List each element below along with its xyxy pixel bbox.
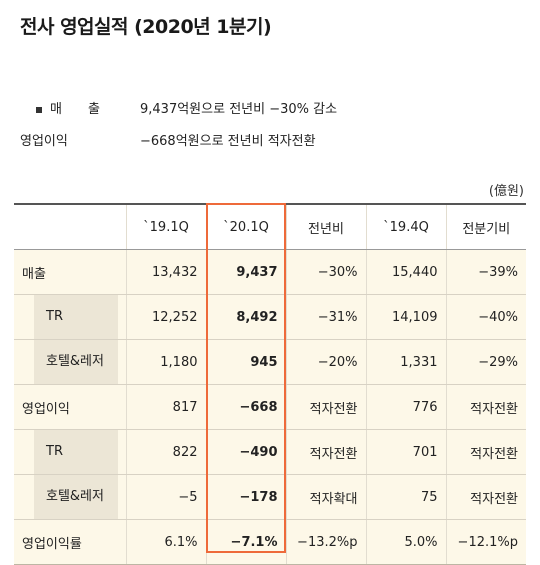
cell: −668 [206, 384, 287, 430]
cell: 822 [126, 429, 207, 475]
cell: 8,492 [206, 294, 287, 340]
row-label: TR [14, 429, 127, 475]
cell: 701 [366, 429, 447, 475]
row-label: 호텔&레저 [14, 474, 127, 520]
cell: 1,180 [126, 339, 207, 385]
cell: 적자전환 [446, 429, 526, 475]
cell: −7.1% [206, 519, 287, 565]
cell: 1,331 [366, 339, 447, 385]
cell: 13,432 [126, 249, 207, 295]
table-row: 영업이익률 6.1% −7.1% −13.2%p 5.0% −12.1%p [14, 519, 526, 565]
page-title: 전사 영업실적 (2020년 1분기) [20, 16, 272, 38]
cell: −5 [126, 474, 207, 520]
header-empty [14, 203, 127, 250]
row-label: TR [14, 294, 127, 340]
cell: −30% [286, 249, 367, 295]
header-19-1q: `19.1Q [126, 203, 207, 250]
table-row: 호텔&레저 −5 −178 적자확대 75 적자전환 [14, 474, 526, 520]
bullet-icon [36, 106, 42, 113]
table-row: TR 12,252 8,492 −31% 14,109 −40% [14, 294, 526, 340]
cell: 적자확대 [286, 474, 367, 520]
cell: 776 [366, 384, 447, 430]
row-label: 매출 [14, 249, 127, 295]
cell: 적자전환 [446, 384, 526, 430]
header-yoy: 전년비 [286, 203, 367, 250]
cell: 5.0% [366, 519, 447, 565]
cell: 적자전환 [286, 429, 367, 475]
cell: 적자전환 [446, 474, 526, 520]
cell: 14,109 [366, 294, 447, 340]
table-row: 영업이익 817 −668 적자전환 776 적자전환 [14, 384, 526, 430]
table-row: 매출 13,432 9,437 −30% 15,440 −39% [14, 249, 526, 295]
cell: −12.1%p [446, 519, 526, 565]
cell: 9,437 [206, 249, 287, 295]
unit-label: (億원) [488, 184, 524, 199]
table-row: 호텔&레저 1,180 945 −20% 1,331 −29% [14, 339, 526, 385]
row-label: 영업이익 [14, 384, 127, 430]
cell: 817 [126, 384, 207, 430]
summary-op-label: 영업이익 [20, 134, 68, 149]
cell: −178 [206, 474, 287, 520]
header-qoq: 전분기비 [446, 203, 526, 250]
row-label: 호텔&레저 [14, 339, 127, 385]
cell: 15,440 [366, 249, 447, 295]
summary-op-value: −668억원으로 전년비 적자전환 [140, 134, 316, 149]
cell: −490 [206, 429, 287, 475]
cell: 적자전환 [286, 384, 367, 430]
header-19-4q: `19.4Q [366, 203, 447, 250]
cell: 6.1% [126, 519, 207, 565]
cell: 945 [206, 339, 287, 385]
cell: −39% [446, 249, 526, 295]
cell: −31% [286, 294, 367, 340]
cell: 12,252 [126, 294, 207, 340]
cell: −40% [446, 294, 526, 340]
cell: −13.2%p [286, 519, 367, 565]
table-header-row: `19.1Q `20.1Q 전년비 `19.4Q 전분기비 [14, 203, 526, 250]
header-20-1q: `20.1Q [206, 203, 287, 250]
cell: −29% [446, 339, 526, 385]
earnings-table: `19.1Q `20.1Q 전년비 `19.4Q 전분기비 매출 13,432 … [14, 203, 526, 565]
cell: 75 [366, 474, 447, 520]
summary-revenue-label: 매 출 [36, 98, 116, 117]
table-row: TR 822 −490 적자전환 701 적자전환 [14, 429, 526, 475]
cell: −20% [286, 339, 367, 385]
summary-revenue-value: 9,437억원으로 전년비 −30% 감소 [140, 102, 338, 117]
row-label: 영업이익률 [14, 519, 127, 565]
